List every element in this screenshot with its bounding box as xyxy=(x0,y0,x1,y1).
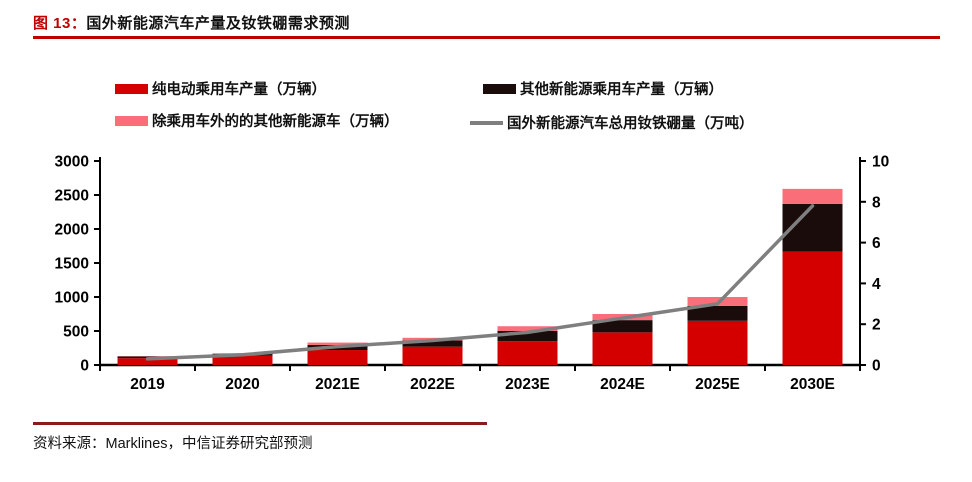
x-axis-category-label: 2023E xyxy=(505,376,550,393)
right-axis-tick-label: 4 xyxy=(872,276,881,293)
left-axis-tick-label: 1500 xyxy=(55,256,89,273)
left-axis-tick-label: 2500 xyxy=(55,188,89,205)
legend-item-bev-production: 纯电动乘用车产量（万辆） xyxy=(115,78,326,99)
left-axis-tick-label: 1000 xyxy=(55,290,89,307)
legend-item-non-passenger-nev: 除乘用车外的的其他新能源车（万辆） xyxy=(115,110,399,131)
bar-segment-s0-2019 xyxy=(117,358,178,365)
bar-segment-s2-2023E xyxy=(497,326,558,331)
legend-swatch-black xyxy=(483,83,516,94)
x-axis-category-label: 2021E xyxy=(315,376,360,393)
bar-segment-s1-2022E xyxy=(402,340,463,347)
figure-title: 图 13：国外新能源汽车产量及钕铁硼需求预测 xyxy=(33,12,350,33)
legend-swatch-red xyxy=(115,83,148,94)
x-axis-category-label: 2022E xyxy=(410,376,455,393)
legend-item-other-nev-passenger: 其他新能源乘用车产量（万辆） xyxy=(483,78,723,99)
title-rule xyxy=(33,36,940,39)
bar-segment-s0-2024E xyxy=(592,332,653,365)
right-axis-tick-label: 8 xyxy=(872,194,881,211)
right-axis-tick-label: 6 xyxy=(872,235,881,252)
bar-segment-s0-2025E xyxy=(687,320,748,365)
legend-label: 国外新能源汽车总用钕铁硼量（万吨） xyxy=(507,116,754,132)
x-axis-category-label: 2024E xyxy=(600,376,645,393)
legend-item-ndfeb-total: 国外新能源汽车总用钕铁硼量（万吨） xyxy=(470,112,754,133)
bar-segment-s2-2030E xyxy=(782,188,843,204)
bar-segment-s0-2030E xyxy=(782,251,843,365)
footer-rule xyxy=(33,422,487,425)
legend-label: 其他新能源乘用车产量（万辆） xyxy=(520,82,723,98)
bar-segment-s2-2021E xyxy=(307,342,368,345)
legend-swatch-pink xyxy=(115,115,148,126)
bar-segment-s0-2022E xyxy=(402,346,463,365)
ndfeb-demand-line xyxy=(145,204,815,361)
bar-segment-s1-2024E xyxy=(592,320,653,333)
figure-number: 图 13： xyxy=(33,15,87,32)
x-axis-category-label: 2025E xyxy=(695,376,740,393)
source-note: 资料来源：Marklines，中信证券研究部预测 xyxy=(33,436,313,452)
bar-segment-s0-2023E xyxy=(497,341,558,365)
left-axis-tick-label: 3000 xyxy=(55,154,89,171)
right-axis-tick-label: 2 xyxy=(872,317,881,334)
left-axis-tick-label: 2000 xyxy=(55,222,89,239)
right-axis-tick-label: 0 xyxy=(872,358,881,375)
legend-swatch-gray-line xyxy=(470,120,503,125)
legend-label: 纯电动乘用车产量（万辆） xyxy=(152,82,326,98)
x-axis-category-label: 2030E xyxy=(790,376,835,393)
left-axis-tick-label: 500 xyxy=(63,324,89,341)
figure-title-text: 国外新能源汽车产量及钕铁硼需求预测 xyxy=(86,15,350,32)
x-axis-category-label: 2019 xyxy=(130,376,165,393)
bar-segment-s1-2025E xyxy=(687,305,748,321)
left-axis-tick-label: 0 xyxy=(80,358,89,375)
legend-label: 除乘用车外的的其他新能源车（万辆） xyxy=(152,114,399,130)
bar-segment-s0-2021E xyxy=(307,350,368,365)
right-axis-tick-label: 10 xyxy=(872,154,889,171)
bar-segment-s1-2023E xyxy=(497,331,558,342)
x-axis-category-label: 2020 xyxy=(225,376,259,393)
bar-segment-s0-2020 xyxy=(212,355,273,365)
